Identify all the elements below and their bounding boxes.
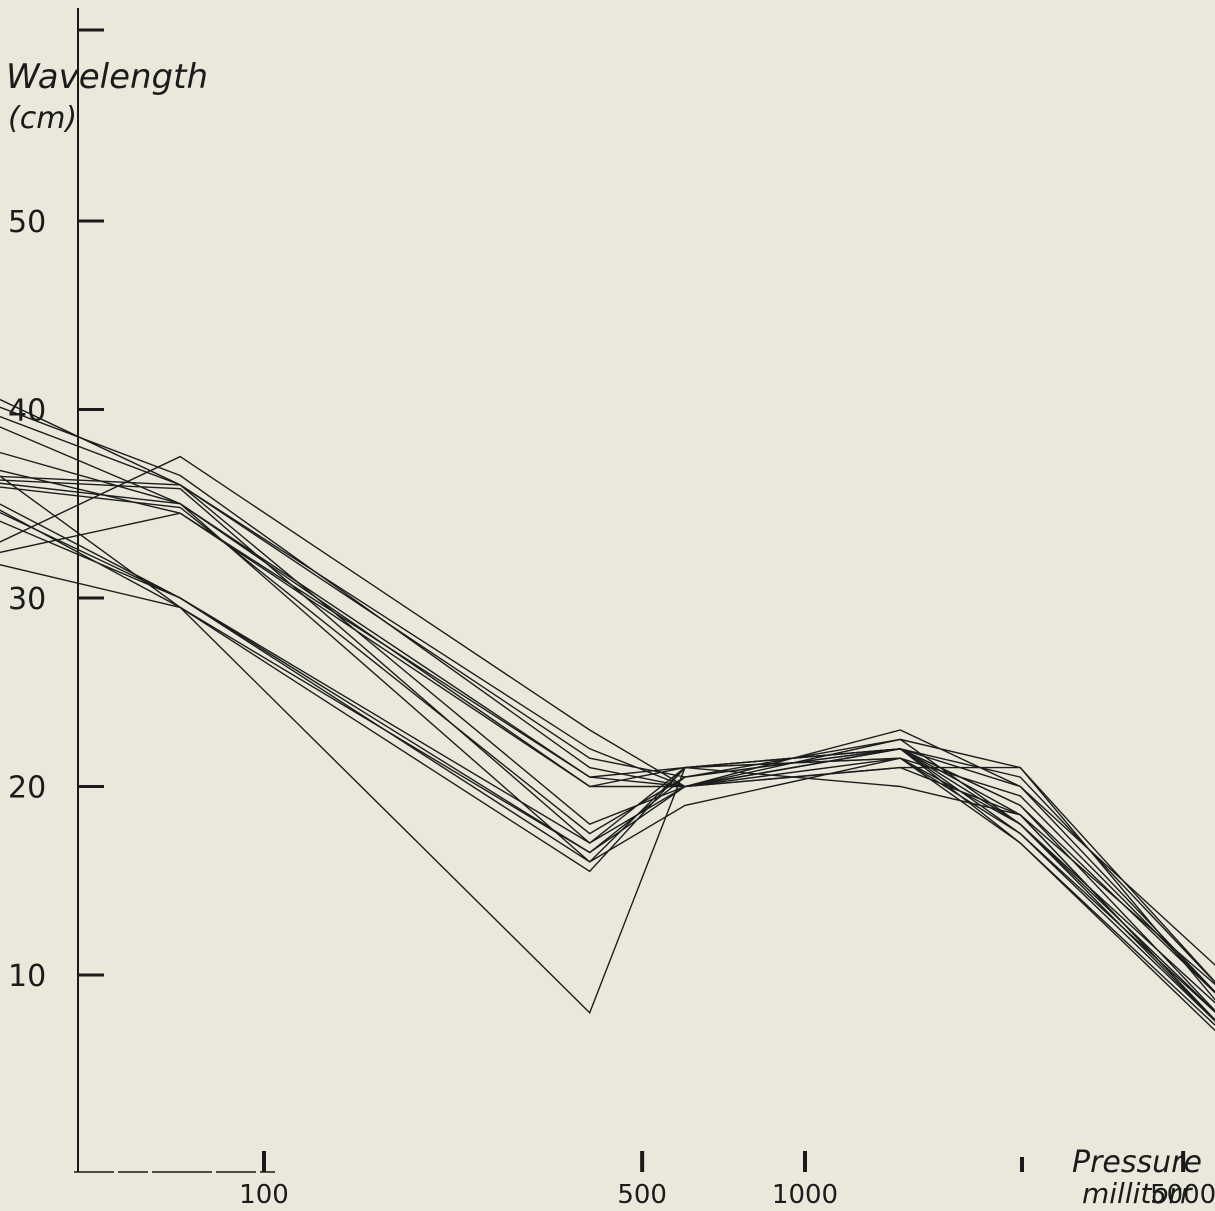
series-line	[0, 451, 1215, 1012]
y-tick-label: 30	[8, 582, 46, 617]
x-tick-label: 5000	[1150, 1180, 1215, 1210]
y-tick-label: 50	[8, 205, 46, 240]
y-axis-label-line2: (cm)	[8, 101, 77, 136]
series-line	[0, 479, 1215, 1013]
series-line	[0, 503, 1215, 994]
series-line	[0, 475, 1215, 986]
x-ticks: 100 500 1000 5000	[239, 1151, 1215, 1210]
x-tick-label: 1000	[772, 1180, 838, 1210]
series-line	[0, 511, 1215, 1032]
series-line	[0, 509, 1215, 1021]
series-line	[0, 415, 1215, 984]
y-tick-label: 20	[8, 771, 46, 806]
series-line	[0, 512, 1215, 966]
series-line	[0, 486, 1215, 1004]
series-line	[0, 475, 1215, 1022]
series-lines	[0, 398, 1215, 1032]
y-tick-label: 10	[8, 959, 46, 994]
series-line	[0, 455, 1215, 983]
series-line	[0, 469, 1215, 1021]
series-line	[0, 520, 1215, 1022]
x-axis-label-line2: millitorr	[1082, 1177, 1193, 1210]
series-line	[0, 482, 1215, 1026]
y-axis-label-line1: Wavelength	[6, 57, 208, 97]
x-axis-label-line1: Pressure	[1072, 1145, 1202, 1180]
x-tick-label: 100	[239, 1180, 289, 1210]
series-line	[0, 426, 1215, 994]
x-tick-label: 500	[617, 1180, 667, 1210]
series-line	[0, 398, 1215, 1001]
